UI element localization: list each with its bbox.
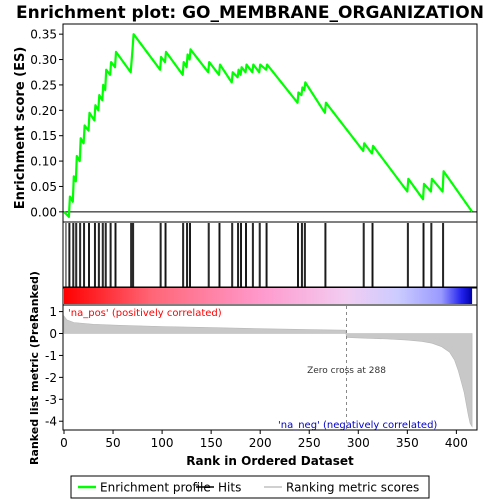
- ranking-metric-area: [63, 315, 473, 428]
- hits-panel-frame: [62, 221, 478, 289]
- metric-panel: Zero cross at 288 'na_pos' (positively co…: [45, 305, 473, 450]
- metric-xtick-label: 100: [151, 436, 174, 450]
- metric-ytick-label: -3: [45, 393, 57, 407]
- metric-xtick-label: 0: [60, 436, 68, 450]
- metric-panel-frame: [62, 304, 478, 431]
- legend-label: Ranking metric scores: [286, 481, 419, 495]
- metric-xlabel: Rank in Ordered Dataset: [186, 454, 354, 468]
- legend: Enrichment profile Hits Ranking metric sco…: [78, 481, 419, 495]
- metric-xtick-label: 150: [200, 436, 223, 450]
- metric-xtick-label: 300: [347, 436, 370, 450]
- es-panel: 0.00 0.05 0.10 0.15 0.20 0.25 0.30 0.35: [30, 28, 477, 219]
- es-ytick-label: 0.10: [30, 155, 57, 169]
- legend-label: Hits: [218, 481, 241, 495]
- metric-xtick-label: 350: [396, 436, 419, 450]
- metric-xtick-label: 400: [445, 436, 468, 450]
- metric-xtick-label: 50: [105, 436, 120, 450]
- es-ytick-label: 0.15: [30, 129, 57, 143]
- metric-ytick-label: 0: [49, 327, 57, 341]
- metric-ytick-label: -2: [45, 371, 57, 385]
- zero-cross-label: Zero cross at 288: [307, 366, 386, 376]
- metric-xtick-label: 250: [298, 436, 321, 450]
- pos-correlated-label: 'na_pos' (positively correlated): [68, 308, 222, 319]
- hits-panel: [65, 223, 445, 287]
- es-ytick-label: 0.20: [30, 104, 57, 118]
- es-ytick-label: 0.05: [30, 180, 57, 194]
- enrichment-profile-line: [63, 33, 474, 218]
- legend-label: Enrichment profile: [100, 481, 211, 495]
- metric-ytick-label: 1: [49, 305, 57, 319]
- es-ytick-label: 0.35: [30, 28, 57, 42]
- es-ylabel: Enrichment score (ES): [13, 47, 28, 210]
- chart-title: Enrichment plot: GO_MEMBRANE_ORGANIZATIO…: [16, 3, 484, 23]
- metric-ytick-label: -1: [45, 349, 57, 363]
- es-panel-frame: [62, 23, 478, 223]
- es-ytick-label: 0.30: [30, 53, 57, 67]
- neg-correlated-label: 'na_neg' (negatively correlated): [278, 420, 437, 431]
- es-ytick-label: 0.00: [30, 205, 57, 219]
- metric-xtick-label: 200: [249, 436, 272, 450]
- metric-ylabel: Ranked list metric (PreRanked): [28, 271, 41, 465]
- metric-ytick-label: -4: [45, 415, 57, 429]
- es-ytick-label: 0.25: [30, 78, 57, 92]
- legend-box: [70, 475, 430, 499]
- ranked-colorbar: [64, 288, 473, 304]
